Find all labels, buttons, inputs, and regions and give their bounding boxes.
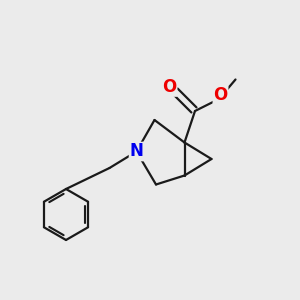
Text: N: N bbox=[130, 142, 143, 160]
Text: O: O bbox=[213, 86, 228, 104]
Text: O: O bbox=[162, 78, 177, 96]
